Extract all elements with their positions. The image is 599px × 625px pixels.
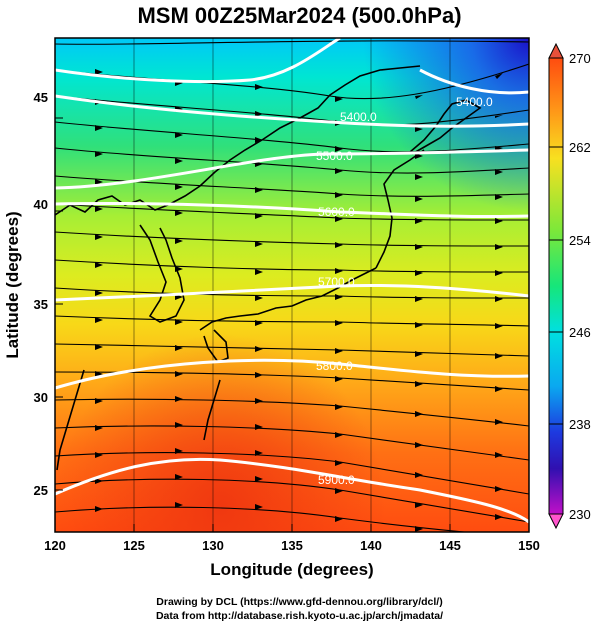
credit-data: Data from http://database.rish.kyoto-u.a…	[155, 610, 444, 622]
y-tick-label: 45	[34, 90, 48, 105]
colorbar-label: 230	[569, 507, 591, 522]
wind-streamlines	[55, 40, 529, 532]
y-tick-labels: 25 30 35 40 45	[34, 90, 48, 498]
colorbar-label: 270	[569, 51, 591, 66]
colorbar-label: 238	[569, 417, 591, 432]
y-tick-label: 40	[34, 197, 48, 212]
x-axis-label: Longitude (degrees)	[210, 560, 373, 579]
height-contours	[55, 38, 529, 524]
credit-drawing: Drawing by DCL (https://www.gfd-dennou.o…	[156, 596, 443, 608]
colorbar-scale	[548, 57, 564, 515]
contour-labels: 5400.0 5400.0 5500.0 5600.0 5700.0 5800.…	[316, 95, 493, 487]
y-axis	[55, 117, 63, 491]
colorbar-bottom-arrow	[548, 513, 564, 530]
y-tick-label: 35	[34, 297, 48, 312]
colorbar-label: 254	[569, 233, 591, 248]
contour-label-5400: 5400.0	[340, 110, 377, 124]
x-tick-label: 145	[439, 538, 461, 553]
contour-label-5900: 5900.0	[318, 473, 355, 487]
contour-5700	[55, 284, 529, 302]
contour-5400	[55, 94, 529, 128]
y-tick-label: 30	[34, 390, 48, 405]
contour-5800	[55, 358, 529, 390]
contour-label-5800: 5800.0	[316, 359, 353, 373]
contour-5600	[55, 201, 529, 219]
x-tick-label: 135	[281, 538, 303, 553]
y-axis-label: Latitude (degrees)	[3, 211, 22, 358]
x-tick-label: 125	[123, 538, 145, 553]
colorbar-label: 246	[569, 325, 591, 340]
contour-label-5300: 5400.0	[456, 95, 493, 109]
contour-5300	[55, 38, 341, 84]
x-tick-labels: 120 125 130 135 140 145 150	[44, 538, 540, 553]
map-title: MSM 00Z25Mar2024 (500.0hPa)	[137, 3, 462, 28]
contour-label-5600: 5600.0	[318, 205, 355, 219]
x-axis	[54, 524, 530, 532]
contour-5500	[55, 148, 529, 190]
colorbar-label: 262	[569, 140, 591, 155]
contour-5900	[55, 457, 529, 524]
colorbar: 270 262 254 246 238 230	[548, 42, 591, 530]
x-tick-label: 140	[360, 538, 382, 553]
x-tick-label: 150	[518, 538, 540, 553]
contour-label-5700: 5700.0	[318, 275, 355, 289]
contour-5300-east	[419, 68, 529, 95]
colorbar-top-arrow	[548, 42, 564, 59]
coastlines	[55, 65, 482, 471]
wind-arrows	[95, 69, 503, 532]
contour-label-5500: 5500.0	[316, 149, 353, 163]
x-tick-label: 130	[202, 538, 224, 553]
x-tick-label: 120	[44, 538, 66, 553]
y-tick-label: 25	[34, 483, 48, 498]
